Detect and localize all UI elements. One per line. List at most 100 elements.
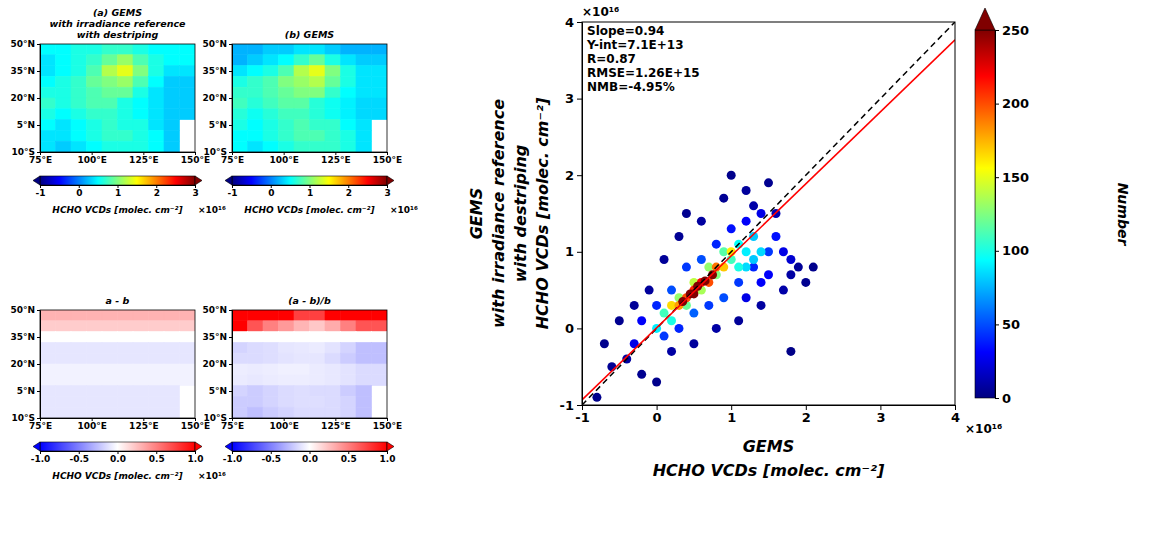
map-cell: [248, 364, 264, 375]
map-cell: [325, 407, 341, 418]
map-cell: [325, 120, 341, 131]
map-cell: [56, 109, 72, 120]
tick-label: 100°E: [269, 421, 298, 431]
tick: 5°N: [209, 386, 232, 396]
map-cell: [279, 342, 295, 353]
tick-label: 3: [876, 410, 885, 425]
map-cell: [149, 76, 165, 87]
map-cell: [71, 321, 87, 332]
point: [779, 247, 788, 256]
axis-title: HCHO VCDs [molec. cm⁻²]: [533, 97, 552, 329]
map-cell: [279, 364, 295, 375]
map-cell: [118, 375, 134, 386]
tick-mark: [229, 44, 232, 45]
map-cell: [40, 66, 56, 77]
map-cell: [40, 120, 56, 131]
map-cell: [279, 407, 295, 418]
tick-label: 2: [154, 188, 160, 198]
tick-label: 35°N: [202, 66, 227, 76]
map-cell: [356, 98, 372, 109]
point: [600, 339, 609, 348]
plot-frame: [582, 22, 955, 405]
map-cell: [294, 386, 310, 397]
map-cell: [133, 98, 149, 109]
map-cell: [372, 332, 388, 343]
point: [682, 263, 691, 272]
tick-label: 10°S: [203, 413, 227, 423]
map-cell: [325, 66, 341, 77]
axis: -101234: [560, 15, 583, 413]
tick-label: -1: [228, 188, 238, 198]
map-cell: [102, 353, 118, 364]
map-cell: [263, 332, 279, 343]
colorbar-body: [975, 30, 995, 398]
map-cell: [325, 396, 341, 407]
point: [749, 255, 758, 264]
tick: 35°N: [10, 332, 40, 342]
axis-title: with irradiance reference: [489, 99, 508, 328]
map-cell: [40, 55, 56, 66]
tick-mark: [37, 44, 40, 45]
point: [697, 217, 706, 226]
figure: 75°E100°E125°E150°E10°S5°N20°N35°N50°N(a…: [0, 0, 1152, 558]
map-cell: [232, 364, 248, 375]
tick: 1: [565, 244, 582, 259]
map-cell: [372, 310, 388, 321]
map-cell: [87, 141, 103, 152]
map-cell: [372, 87, 388, 98]
stat-annotation: R=0.87: [587, 52, 636, 66]
map-cell: [56, 76, 72, 87]
point: [786, 255, 795, 264]
tick-label: 2: [565, 168, 574, 183]
point: [757, 247, 766, 256]
point: [704, 301, 713, 310]
map-cell: [71, 120, 87, 131]
tick-label: 50°N: [202, 39, 227, 49]
tick-label: 5°N: [17, 120, 35, 130]
tick-label: 0.0: [110, 454, 126, 464]
colorbar: 050100150200250Number: [975, 8, 1131, 406]
tick: 1.0: [380, 451, 396, 464]
tick: 10°S: [11, 413, 40, 423]
map-cell: [87, 109, 103, 120]
map-cell: [180, 44, 196, 55]
tick: 150°E: [373, 152, 402, 165]
map-cell: [341, 342, 357, 353]
tick-label: 3: [565, 91, 574, 106]
map-cell: [149, 120, 165, 131]
map-cell: [248, 396, 264, 407]
axis-line: [233, 153, 388, 156]
tick-mark: [577, 252, 582, 253]
map-cell: [118, 386, 134, 397]
map-cell: [87, 120, 103, 131]
colorbar: -10123HCHO VCDs [molec. cm⁻²]×10¹⁶: [33, 176, 226, 215]
map-cell: [294, 353, 310, 364]
map-cells: [40, 44, 195, 152]
colorbar: -1.0-0.50.00.51.0HCHO VCDs [molec. cm⁻²]…: [31, 442, 226, 481]
axis-line: [577, 23, 583, 406]
tick: 10°S: [11, 147, 40, 157]
map-cell: [248, 87, 264, 98]
map-cell: [232, 396, 248, 407]
map-cell: [294, 332, 310, 343]
map-cell: [248, 66, 264, 77]
tick: 2: [565, 168, 582, 183]
map-cell: [87, 332, 103, 343]
map-cell: [356, 44, 372, 55]
map-cell: [133, 76, 149, 87]
map-cell: [149, 321, 165, 332]
tick: 125°E: [321, 152, 350, 165]
map-cell: [310, 98, 326, 109]
axis-title: HCHO VCDs [molec. cm⁻²]: [653, 461, 885, 480]
map-cell: [40, 364, 56, 375]
tick-mark: [37, 71, 40, 72]
point: [809, 263, 818, 272]
map-cell: [325, 55, 341, 66]
map-cell: [248, 407, 264, 418]
colorbar-body: [40, 176, 195, 185]
axis: 75°E100°E125°E150°E: [29, 418, 210, 431]
map-cell: [118, 353, 134, 364]
map-cell: [325, 109, 341, 120]
map-cell: [180, 375, 196, 386]
tick-label: -0.5: [69, 454, 89, 464]
